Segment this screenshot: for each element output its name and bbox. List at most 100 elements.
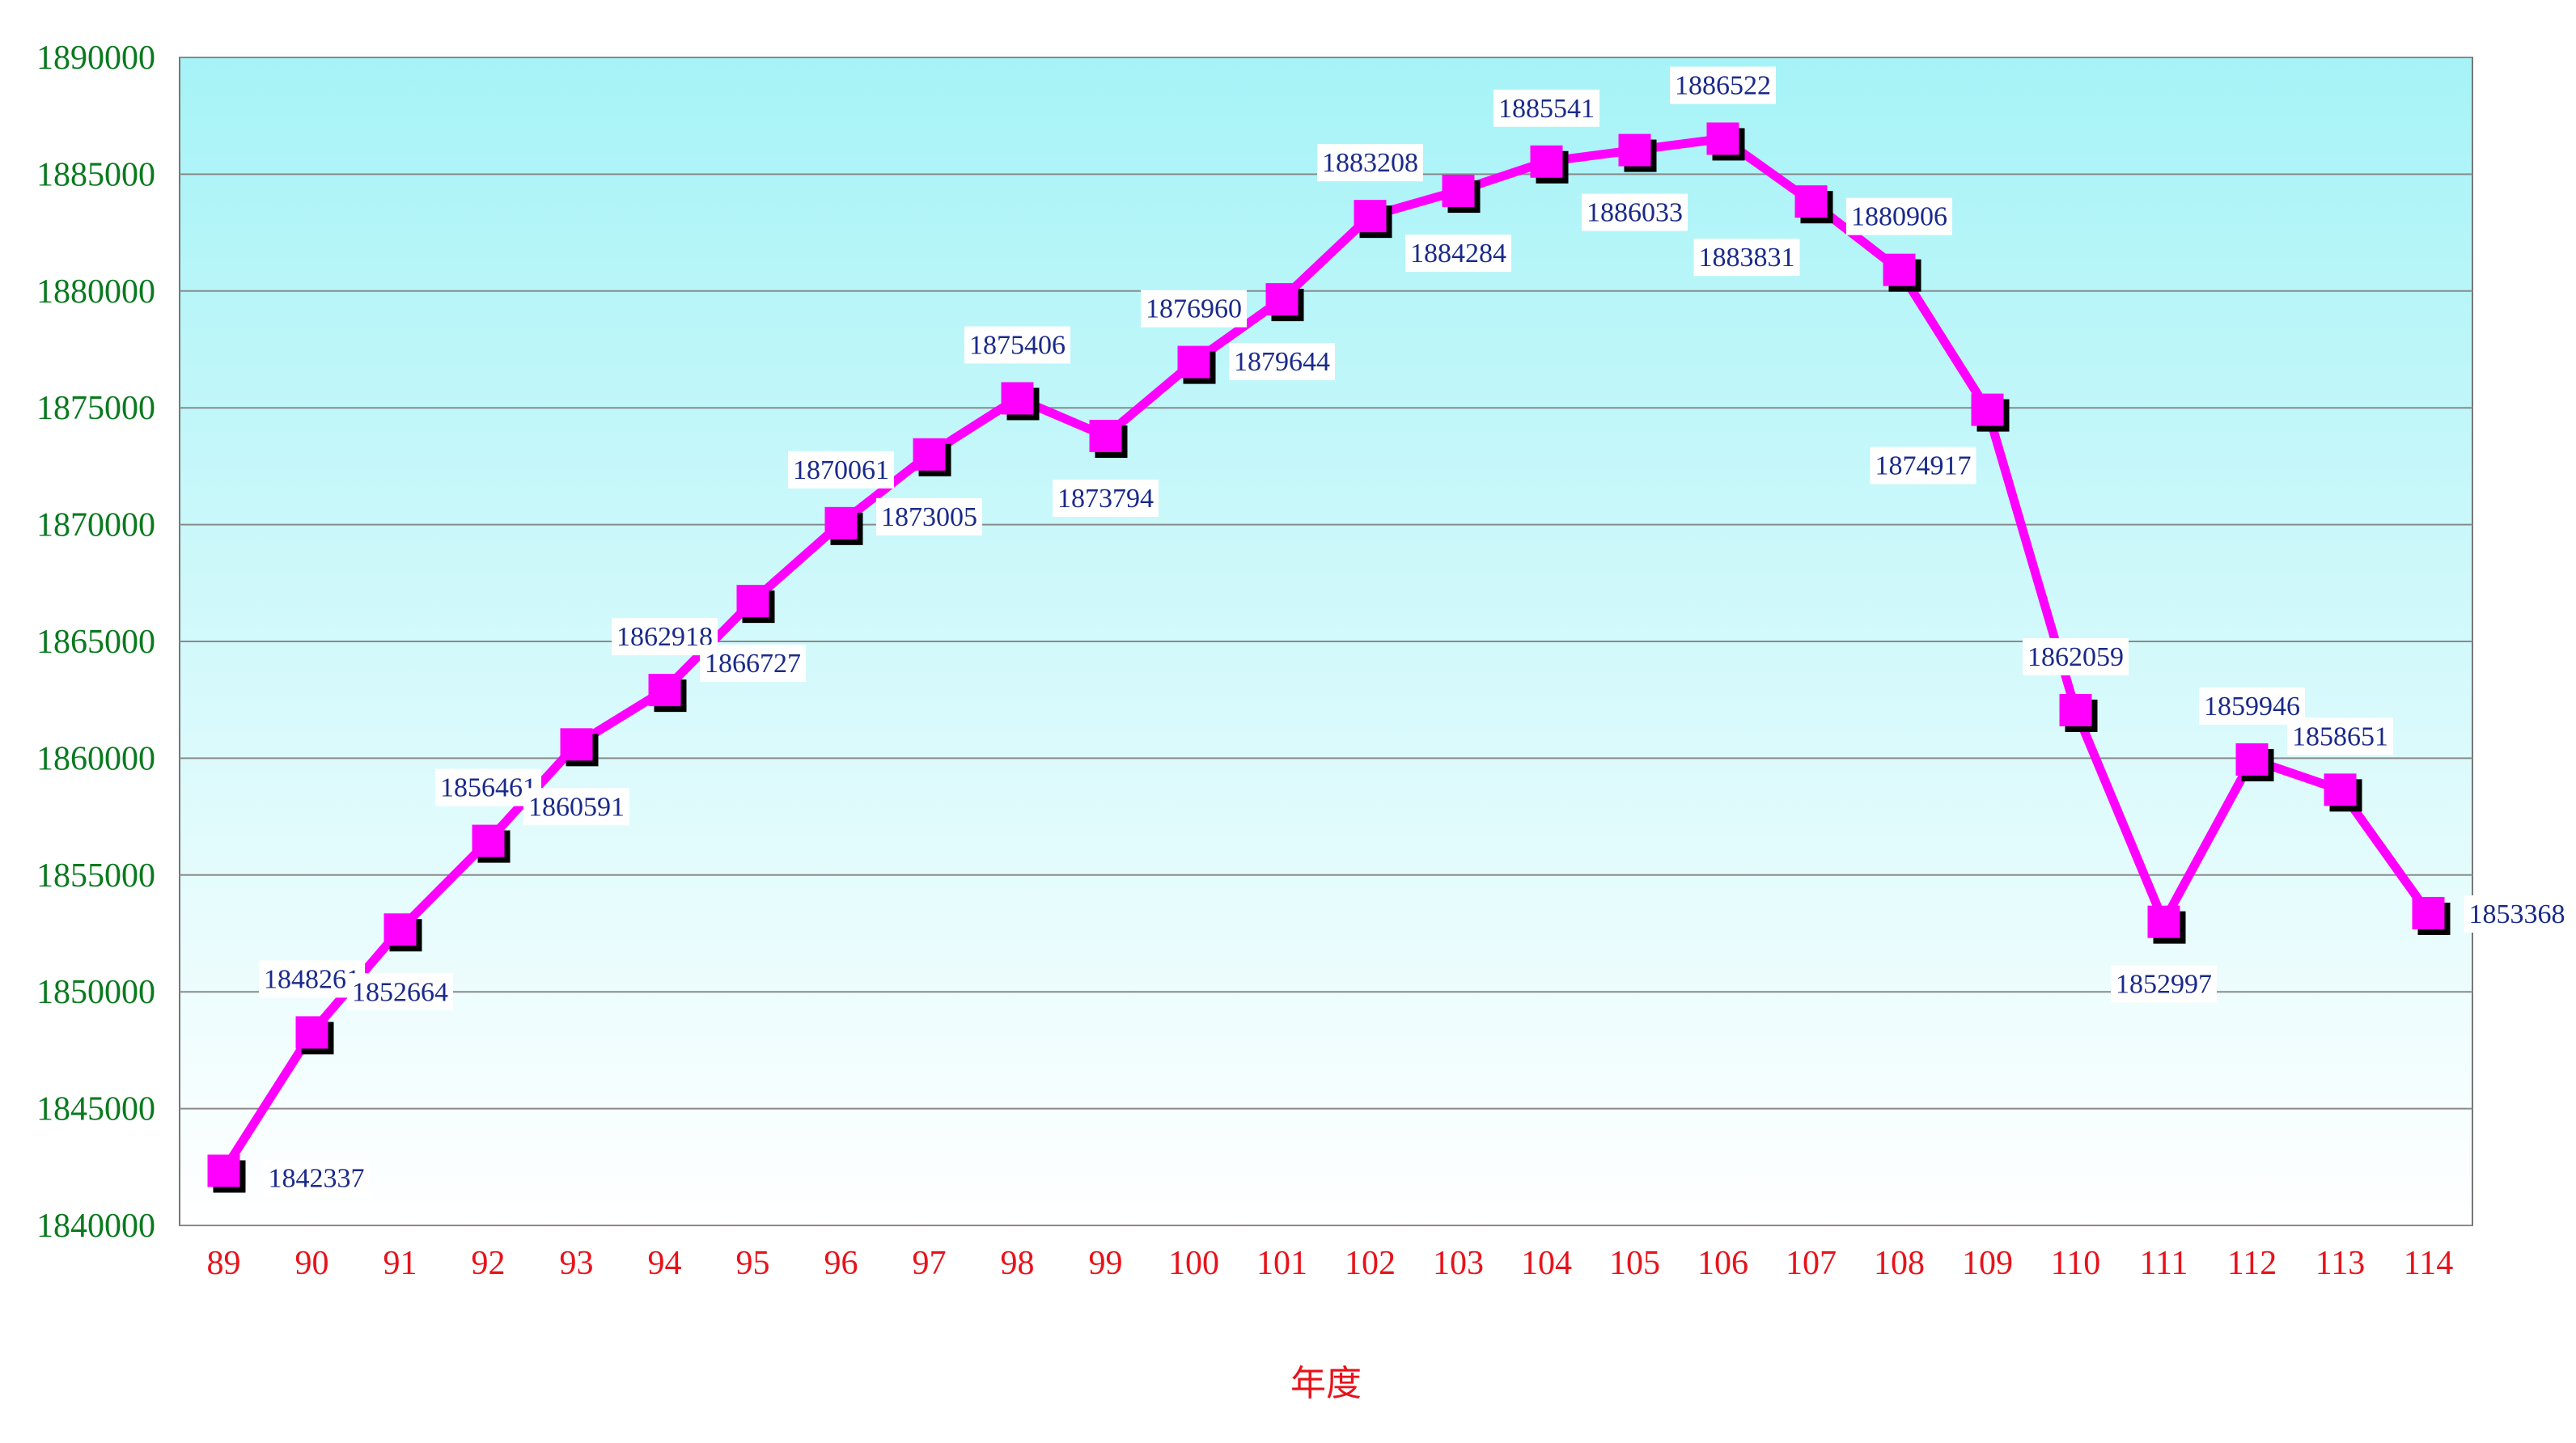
- svg-text:1873005: 1873005: [881, 502, 977, 532]
- data-point: [1530, 145, 1569, 184]
- y-tick-label: 1880000: [36, 273, 155, 311]
- svg-text:1860591: 1860591: [528, 792, 625, 822]
- x-tick-label: 106: [1697, 1245, 1748, 1282]
- y-tick-label: 1890000: [36, 40, 155, 77]
- x-tick-label: 94: [648, 1245, 682, 1282]
- data-point: [1883, 253, 1921, 292]
- data-label: 1876960: [1141, 290, 1247, 328]
- data-point: [383, 913, 422, 952]
- x-tick-label: 104: [1521, 1245, 1572, 1282]
- data-label: 1886033: [1582, 193, 1688, 231]
- data-point: [2059, 693, 2098, 732]
- x-tick-label: 93: [560, 1245, 594, 1282]
- svg-text:1862059: 1862059: [2027, 642, 2124, 672]
- svg-text:1870061: 1870061: [793, 455, 889, 485]
- data-point: [1354, 200, 1392, 239]
- data-point: [648, 674, 687, 713]
- data-label: 1853368: [2464, 895, 2570, 933]
- x-tick-label: 92: [472, 1245, 506, 1282]
- x-tick-label: 98: [1001, 1245, 1035, 1282]
- data-point: [1089, 420, 1128, 459]
- svg-text:1886522: 1886522: [1675, 70, 1771, 100]
- data-label: 1885541: [1493, 89, 1599, 127]
- svg-text:1880906: 1880906: [1851, 202, 1947, 232]
- svg-text:1853368: 1853368: [2469, 899, 2565, 929]
- svg-text:1856461: 1856461: [440, 773, 536, 803]
- x-tick-label: 89: [207, 1245, 241, 1282]
- x-tick-label: 114: [2404, 1245, 2453, 1282]
- x-tick-label: 99: [1089, 1245, 1123, 1282]
- data-label: 1862059: [2023, 637, 2129, 675]
- svg-text:1879644: 1879644: [1234, 347, 1330, 377]
- data-point: [295, 1016, 334, 1055]
- svg-text:1852664: 1852664: [352, 977, 448, 1007]
- data-label: 1842337: [263, 1159, 370, 1197]
- data-point: [1618, 133, 1657, 172]
- svg-text:1875406: 1875406: [969, 330, 1066, 360]
- svg-text:1866727: 1866727: [705, 649, 801, 679]
- data-label: 1883208: [1317, 144, 1423, 182]
- data-label: 1873005: [876, 497, 982, 535]
- data-point: [1971, 393, 2010, 432]
- svg-text:1883831: 1883831: [1699, 243, 1795, 273]
- y-tick-label: 1845000: [36, 1091, 155, 1128]
- x-tick-label: 95: [736, 1245, 770, 1282]
- svg-text:1848261: 1848261: [264, 964, 360, 994]
- x-tick-label: 100: [1168, 1245, 1219, 1282]
- data-point: [1265, 283, 1304, 322]
- x-tick-label: 110: [2051, 1245, 2100, 1282]
- data-point: [1001, 382, 1040, 421]
- data-label: 1874917: [1870, 446, 1976, 485]
- data-point: [2147, 905, 2186, 944]
- data-point: [1706, 122, 1745, 161]
- y-tick-label: 1885000: [36, 156, 155, 193]
- data-label: 1852664: [347, 973, 453, 1011]
- x-tick-label: 112: [2227, 1245, 2277, 1282]
- y-tick-label: 1850000: [36, 974, 155, 1011]
- svg-text:1885541: 1885541: [1498, 94, 1595, 124]
- svg-text:1874917: 1874917: [1875, 451, 1972, 481]
- data-label: 1856461: [435, 768, 541, 806]
- y-tick-label: 1870000: [36, 507, 155, 544]
- x-tick-label: 109: [1962, 1245, 2013, 1282]
- svg-text:1886033: 1886033: [1587, 198, 1683, 228]
- x-tick-label: 108: [1874, 1245, 1925, 1282]
- svg-text:1842337: 1842337: [269, 1164, 365, 1194]
- x-tick-label: 101: [1256, 1245, 1307, 1282]
- data-label: 1879644: [1229, 343, 1335, 381]
- data-point: [1442, 175, 1481, 214]
- data-point: [2324, 773, 2362, 812]
- data-point: [2412, 896, 2451, 935]
- data-point: [1794, 185, 1833, 224]
- x-tick-label: 91: [383, 1245, 417, 1282]
- data-label: 1858651: [2287, 717, 2393, 755]
- svg-text:1884284: 1884284: [1410, 239, 1506, 269]
- data-point: [1177, 345, 1216, 384]
- y-tick-label: 1860000: [36, 740, 155, 777]
- x-tick-label: 107: [1786, 1245, 1837, 1282]
- data-point: [560, 728, 599, 767]
- y-tick-label: 1855000: [36, 857, 155, 895]
- data-point: [736, 585, 775, 624]
- data-point: [913, 438, 951, 476]
- svg-text:1873794: 1873794: [1057, 484, 1154, 514]
- svg-text:1852997: 1852997: [2116, 970, 2212, 1000]
- svg-text:1876960: 1876960: [1146, 294, 1242, 324]
- data-point: [207, 1154, 246, 1193]
- x-tick-label: 105: [1609, 1245, 1660, 1282]
- data-label: 1862918: [612, 618, 718, 656]
- x-tick-label: 90: [295, 1245, 329, 1282]
- data-label: 1884284: [1405, 235, 1511, 273]
- svg-text:1858651: 1858651: [2292, 722, 2388, 751]
- x-tick-label: 111: [2140, 1245, 2188, 1282]
- data-label: 1875406: [964, 326, 1070, 364]
- x-tick-label: 96: [824, 1245, 858, 1282]
- data-label: 1870061: [788, 451, 894, 489]
- svg-text:1883208: 1883208: [1322, 148, 1418, 178]
- data-label: 1883831: [1693, 239, 1800, 277]
- data-label: 1873794: [1053, 480, 1159, 518]
- data-point: [824, 506, 863, 545]
- data-point: [472, 824, 511, 863]
